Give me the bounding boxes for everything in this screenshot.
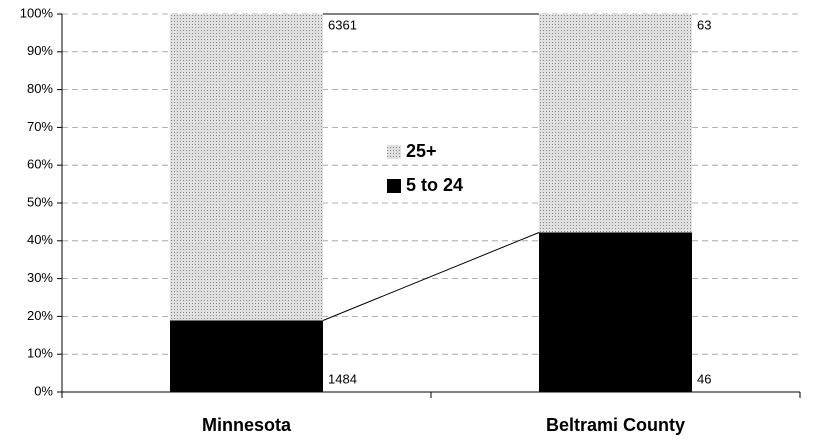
y-tick-label: 60% [27,157,53,172]
y-tick-label: 50% [27,194,53,209]
legend-swatch [387,145,401,159]
y-tick-label: 0% [34,383,53,398]
y-tick-label: 90% [27,43,53,58]
data-label: 1484 [328,371,357,386]
bar-segment [539,14,692,233]
legend-label: 25+ [406,141,437,161]
y-tick-label: 70% [27,119,53,134]
y-tick-label: 100% [20,5,54,20]
data-label: 63 [697,17,711,32]
bar-segment [170,320,323,392]
y-tick-label: 40% [27,232,53,247]
legend-label: 5 to 24 [406,175,463,195]
y-tick-label: 20% [27,308,53,323]
series-line [322,232,540,321]
legend-swatch [387,179,401,193]
y-tick-label: 30% [27,270,53,285]
bar-segment [539,232,692,392]
data-label: 46 [697,371,711,386]
x-tick-label: Beltrami County [546,415,685,435]
y-tick-label: 10% [27,346,53,361]
data-label: 6361 [328,17,357,32]
x-tick-label: Minnesota [202,415,292,435]
bar-segment [170,14,323,321]
y-tick-label: 80% [27,81,53,96]
